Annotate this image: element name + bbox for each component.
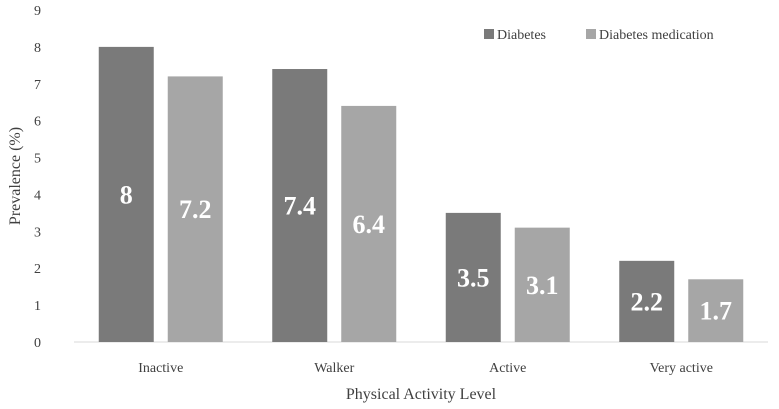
y-axis-ticks: 0 1 2 3 4 5 6 7 8 9 <box>34 4 41 351</box>
x-tick-label: Inactive <box>138 361 183 376</box>
legend-label: Diabetes <box>497 28 546 43</box>
bar-data-labels: 8 7.2 7.4 6.4 3.5 3.1 2.2 1.7 <box>120 180 732 325</box>
bar-data-label: 3.1 <box>526 271 559 300</box>
bar-data-label: 7.4 <box>284 192 317 221</box>
legend-swatch <box>586 29 596 39</box>
bar <box>272 69 328 343</box>
bars <box>98 46 744 343</box>
y-tick-label: 4 <box>34 188 41 203</box>
x-tick-label: Walker <box>314 361 354 376</box>
bar-data-label: 6.4 <box>353 210 386 239</box>
y-axis-title: Prevalence (%) <box>7 127 24 225</box>
x-axis-title: Physical Activity Level <box>346 386 497 403</box>
bar <box>688 279 744 342</box>
legend-label: Diabetes medication <box>599 28 714 43</box>
bar <box>445 212 501 342</box>
bar-data-label: 8 <box>120 180 133 209</box>
x-tick-label: Very active <box>650 361 713 376</box>
bar <box>514 227 570 342</box>
bar <box>167 76 223 343</box>
y-tick-label: 7 <box>34 78 41 93</box>
bar <box>98 46 154 343</box>
y-tick-label: 3 <box>34 225 41 240</box>
y-tick-label: 5 <box>34 152 41 167</box>
bar <box>619 260 675 342</box>
x-tick-label: Active <box>489 361 526 376</box>
bar-data-label: 1.7 <box>700 297 733 326</box>
y-tick-label: 9 <box>34 4 41 19</box>
y-tick-label: 2 <box>34 262 41 277</box>
bar-data-label: 7.2 <box>179 195 212 224</box>
y-tick-label: 8 <box>34 41 41 56</box>
bar-data-label: 2.2 <box>631 287 664 316</box>
y-tick-label: 6 <box>34 115 41 130</box>
bar <box>341 105 397 343</box>
y-tick-label: 0 <box>34 336 41 351</box>
legend: Diabetes Diabetes medication <box>484 28 714 43</box>
x-axis-ticks: Inactive Walker Active Very active <box>138 361 713 376</box>
bar-data-label: 3.5 <box>457 263 490 292</box>
y-tick-label: 1 <box>34 299 41 314</box>
legend-swatch <box>484 29 494 39</box>
